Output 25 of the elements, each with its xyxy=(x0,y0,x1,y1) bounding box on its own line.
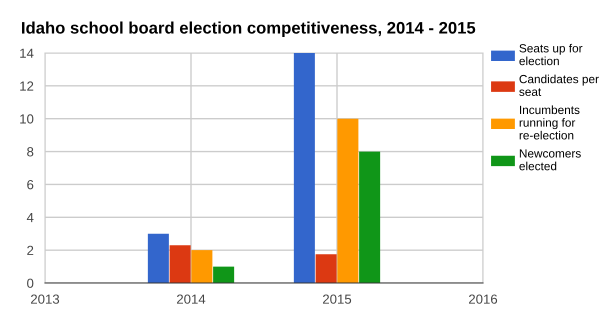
legend-label: Incumbents running for re-election xyxy=(520,105,580,140)
bar xyxy=(213,266,234,283)
bar xyxy=(170,245,191,283)
bar xyxy=(294,53,315,283)
y-tick-label: 2 xyxy=(27,246,34,255)
bar xyxy=(337,118,358,283)
y-tick-label: 10 xyxy=(20,114,34,124)
legend-label: Candidates per seat xyxy=(519,74,599,96)
legend-label: Newcomers elected xyxy=(519,149,581,170)
bar xyxy=(191,250,212,283)
x-tick-label: 2016 xyxy=(468,294,498,304)
chart-title: Idaho school board election competitiveness, 2014 - 2015 xyxy=(22,21,476,38)
y-tick-label: 6 xyxy=(27,180,34,190)
bar xyxy=(148,234,169,283)
x-tick-label: 2015 xyxy=(322,294,352,304)
y-tick-label: 14 xyxy=(20,48,34,58)
x-tick-label: 2014 xyxy=(176,294,206,304)
bar xyxy=(359,152,380,283)
y-tick-label: 4 xyxy=(26,212,34,222)
y-tick-label: 12 xyxy=(20,81,34,91)
x-tick-label: 2013 xyxy=(30,294,60,304)
y-tick-label: 8 xyxy=(27,147,34,156)
bar xyxy=(316,254,337,283)
y-tick-label: 0 xyxy=(27,278,34,288)
legend-label: Seats up for election xyxy=(519,44,582,66)
